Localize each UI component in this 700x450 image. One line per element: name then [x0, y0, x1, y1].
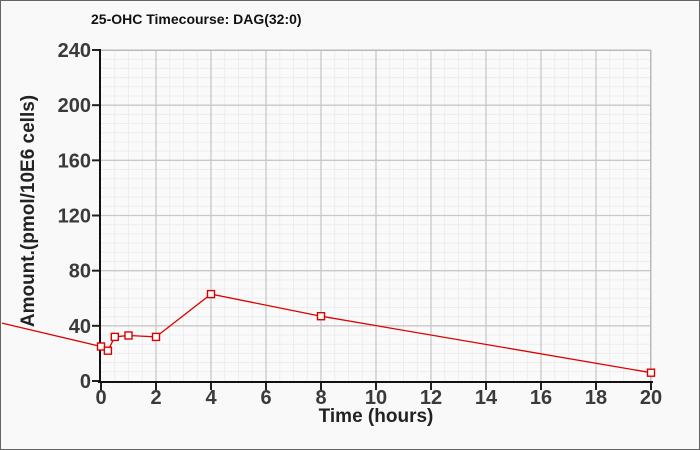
x-tick-label: 0: [95, 387, 106, 409]
plot-border: [101, 50, 651, 381]
data-point-marker: [151, 332, 161, 342]
x-tick-label: 8: [315, 387, 326, 409]
data-point-marker: [96, 342, 106, 351]
x-tick-label: 14: [475, 387, 498, 409]
y-tick-label: 0: [80, 371, 91, 393]
x-tick-label: 2: [150, 387, 161, 409]
data-point-marker: [316, 312, 326, 321]
data-point-marker: [124, 331, 133, 340]
chart-title: 25-OHC Timecourse: DAG(32:0): [91, 11, 302, 27]
y-tick-label: 200: [58, 95, 91, 117]
y-tick-label: 40: [69, 316, 91, 338]
x-tick-label: 10: [365, 387, 387, 409]
data-point-marker: [103, 346, 113, 355]
x-tick-label: 20: [640, 387, 662, 409]
x-tick-label: 16: [530, 387, 552, 409]
x-tick-label: 4: [205, 387, 217, 409]
x-tick-label: 12: [420, 387, 442, 409]
y-tick-label: 120: [58, 206, 91, 228]
data-point-marker: [206, 289, 216, 299]
y-tick-label: 240: [58, 40, 91, 62]
data-point-marker: [110, 332, 120, 342]
x-tick-label: 6: [260, 387, 271, 409]
x-tick-label: 18: [585, 387, 607, 409]
data-point-marker: [646, 368, 656, 377]
x-axis-label: Time (hours): [318, 406, 434, 427]
y-tick-label: 80: [69, 261, 91, 283]
y-tick-label: 160: [58, 150, 91, 172]
